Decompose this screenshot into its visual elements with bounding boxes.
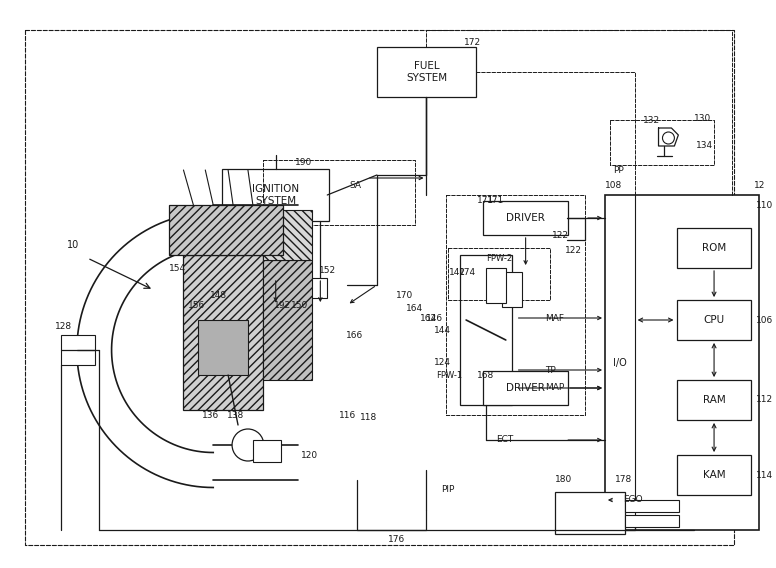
Bar	[483, 201, 568, 235]
Bar	[253, 440, 281, 462]
Text: 106: 106	[756, 315, 773, 324]
Bar	[307, 278, 327, 298]
Bar	[556, 492, 625, 534]
Text: 171: 171	[476, 195, 494, 204]
Bar	[677, 380, 751, 420]
Bar	[486, 268, 506, 303]
Text: DRIVER: DRIVER	[506, 383, 545, 393]
Bar	[502, 272, 521, 307]
Bar	[605, 195, 759, 530]
Text: 10: 10	[68, 240, 80, 250]
Text: 130: 130	[695, 114, 712, 123]
Bar	[460, 255, 511, 405]
Text: 144: 144	[435, 325, 452, 335]
Text: 156: 156	[188, 300, 205, 310]
Text: 122: 122	[565, 245, 582, 254]
Text: 14: 14	[207, 353, 219, 362]
Text: 174: 174	[459, 268, 476, 277]
Text: 180: 180	[556, 475, 573, 485]
Text: FPW-1: FPW-1	[436, 370, 462, 379]
Text: 171: 171	[487, 195, 504, 204]
Text: 114: 114	[756, 470, 773, 479]
Text: RAM: RAM	[703, 395, 726, 405]
Text: 112: 112	[756, 395, 773, 404]
Text: 170: 170	[396, 290, 414, 299]
Bar	[189, 278, 208, 298]
Text: 166: 166	[346, 331, 364, 340]
Text: 168: 168	[476, 370, 494, 379]
Text: 164: 164	[406, 303, 423, 312]
Text: 116: 116	[338, 411, 355, 420]
Text: I/O: I/O	[613, 357, 627, 367]
Text: DRIVER: DRIVER	[506, 213, 545, 223]
Bar	[377, 47, 476, 97]
Bar	[183, 255, 263, 410]
Bar	[222, 169, 329, 221]
Text: 110: 110	[756, 201, 773, 210]
Text: MAP: MAP	[546, 383, 565, 392]
Text: ECT: ECT	[496, 436, 513, 445]
Bar	[677, 300, 751, 340]
Bar	[625, 500, 679, 512]
Text: 142: 142	[449, 268, 466, 277]
Bar	[168, 205, 282, 255]
Bar	[677, 228, 751, 268]
Text: TP: TP	[546, 365, 556, 374]
Text: FUEL
SYSTEM: FUEL SYSTEM	[406, 61, 447, 83]
Text: 172: 172	[464, 37, 481, 47]
Text: SA: SA	[349, 181, 361, 190]
Bar	[199, 320, 248, 375]
Text: IGNITION
SYSTEM: IGNITION SYSTEM	[252, 184, 300, 206]
Bar	[263, 260, 313, 380]
Text: 152: 152	[320, 265, 337, 274]
Text: 176: 176	[388, 536, 405, 545]
Text: EGO: EGO	[623, 495, 643, 504]
Text: 148: 148	[210, 290, 227, 299]
Text: 124: 124	[435, 357, 452, 366]
Text: 192: 192	[274, 300, 291, 310]
Bar	[61, 335, 95, 365]
Text: 12: 12	[753, 181, 765, 190]
Text: 190: 190	[295, 157, 312, 166]
Text: 138: 138	[227, 411, 244, 420]
Text: 108: 108	[605, 181, 622, 190]
Text: FPW-2: FPW-2	[486, 253, 512, 262]
Text: ROM: ROM	[702, 243, 726, 253]
Bar	[263, 210, 313, 260]
Text: 132: 132	[643, 115, 660, 124]
Bar	[677, 455, 751, 495]
Text: PP: PP	[613, 165, 624, 174]
Text: 134: 134	[696, 140, 713, 149]
Text: 128: 128	[54, 321, 71, 331]
Text: 136: 136	[202, 411, 219, 420]
Circle shape	[232, 429, 264, 461]
Text: 162: 162	[420, 314, 437, 323]
Text: 140: 140	[242, 450, 259, 460]
Text: 178: 178	[615, 475, 632, 485]
Text: PIP: PIP	[442, 486, 455, 495]
Text: KAM: KAM	[703, 470, 726, 480]
Text: 154: 154	[169, 264, 186, 273]
Text: MAF: MAF	[546, 314, 564, 323]
Text: 118: 118	[360, 414, 378, 423]
Circle shape	[663, 132, 674, 144]
Text: 122: 122	[552, 231, 569, 240]
Bar	[625, 515, 679, 527]
Text: CPU: CPU	[704, 315, 725, 325]
Text: 120: 120	[301, 450, 318, 460]
Text: 146: 146	[426, 314, 443, 323]
Bar	[483, 371, 568, 405]
Text: 150: 150	[291, 300, 308, 310]
